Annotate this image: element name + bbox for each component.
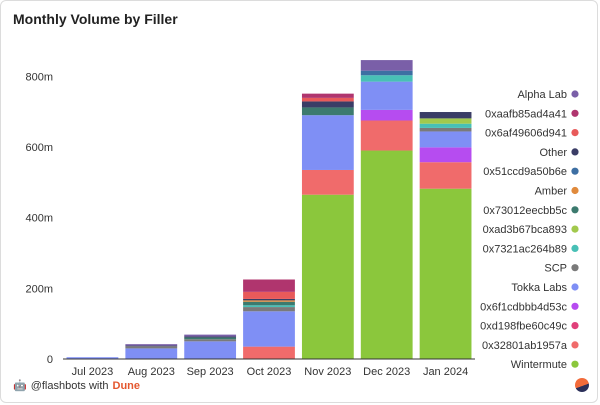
legend-label: 0xad3b67bca893 [483, 224, 567, 236]
legend-label: Tokka Labs [511, 282, 567, 294]
bar-segment [360, 70, 413, 76]
bar-segment [125, 345, 178, 347]
legend-swatch [571, 322, 579, 330]
bar-segment [184, 337, 237, 340]
legend-label: Wintermute [511, 359, 567, 371]
bar-segment [360, 81, 413, 110]
bar-segment [419, 127, 472, 132]
legend-label: 0x6af49606d941 [485, 128, 567, 140]
bar-segment [360, 75, 413, 82]
bar-segment [184, 341, 237, 359]
bar-segment [184, 334, 237, 337]
bar-segment [243, 311, 295, 347]
x-tick-label: Aug 2023 [128, 366, 175, 378]
legend-label: Amber [535, 186, 568, 198]
bar-segment [125, 348, 178, 359]
bar-segment [301, 169, 354, 195]
bar-segment [243, 300, 295, 302]
footer-text: @flashbots with [30, 379, 109, 392]
flashbots-robot-icon: 🤖 [13, 380, 27, 392]
legend-swatch [571, 90, 579, 98]
x-tick-label: Oct 2023 [247, 366, 292, 378]
bar-segment [419, 162, 472, 189]
bar-segment [301, 97, 354, 102]
legend-swatch [571, 225, 579, 233]
x-tick-label: Sep 2023 [187, 366, 234, 378]
bar-segment [360, 60, 413, 71]
legend-label: Other [539, 147, 567, 159]
bar-segment [360, 109, 413, 121]
bar-segment [125, 346, 178, 349]
legend-label: 0x73012eecbb5c [483, 205, 567, 217]
bar-segment [184, 336, 237, 338]
legend-swatch [571, 283, 579, 291]
legend-swatch [571, 167, 579, 175]
legend-label: 0x51ccd9a50b6e [483, 166, 567, 178]
legend-label: 0xaafb85ad4a41 [485, 108, 567, 120]
legend-swatch [571, 360, 579, 368]
legend-swatch [571, 109, 579, 117]
y-tick-label: 400m [25, 213, 53, 225]
bar-segment [360, 150, 413, 359]
x-tick-label: Nov 2023 [304, 366, 351, 378]
bar-segment [243, 307, 295, 312]
bar-segment [301, 93, 354, 98]
legend-swatch [571, 186, 579, 195]
bar-segment [419, 147, 472, 163]
y-tick-label: 600m [25, 142, 53, 154]
bar-segment [66, 357, 119, 359]
bar-segment [243, 301, 295, 306]
x-tick-label: Dec 2023 [363, 366, 410, 378]
bar-segment [301, 107, 354, 116]
bar-segment [419, 112, 472, 119]
bar-segment [419, 188, 472, 359]
legend-label: 0x7321ac264b89 [483, 243, 567, 255]
legend-swatch [571, 341, 579, 349]
bar-segment [125, 344, 178, 346]
legend-swatch [571, 206, 579, 214]
legend-label: 0x6f1cdbbb4d53c [480, 301, 567, 313]
bar-segment [301, 194, 354, 359]
y-tick-label: 0 [47, 354, 53, 366]
chart-title: Monthly Volume by Filler [13, 11, 178, 27]
bar-segment [301, 101, 354, 108]
bar-segment [301, 115, 354, 170]
bar-segment [243, 279, 295, 292]
legend-swatch [571, 302, 579, 310]
bar-segment [419, 118, 472, 124]
x-tick-label: Jul 2023 [72, 366, 114, 378]
x-tick-label: Jan 2024 [423, 366, 468, 378]
y-tick-label: 200m [25, 283, 53, 295]
bar-segment [419, 123, 472, 128]
footer: 🤖 @flashbots with Dune [13, 379, 141, 393]
legend-swatch [571, 148, 579, 156]
legend-swatch [571, 264, 579, 272]
dune-logo-icon[interactable] [575, 378, 589, 392]
bar-segment [243, 298, 295, 301]
y-tick-label: 800m [25, 71, 53, 83]
legend-swatch [571, 244, 579, 252]
legend-label: 0xd198fbe60c49c [480, 321, 567, 333]
legend-label: SCP [544, 263, 567, 275]
bar-segment [243, 346, 295, 359]
bar-segment [243, 305, 295, 308]
legend-label: 0x32801ab1957a [482, 340, 568, 352]
bar-segment [184, 339, 237, 342]
bar-segment [243, 291, 295, 299]
bar-segment [360, 120, 413, 151]
legend-swatch [571, 129, 579, 137]
legend-label: Alpha Lab [517, 89, 567, 101]
footer-brand[interactable]: Dune [112, 379, 141, 392]
bar-segment [419, 131, 472, 148]
